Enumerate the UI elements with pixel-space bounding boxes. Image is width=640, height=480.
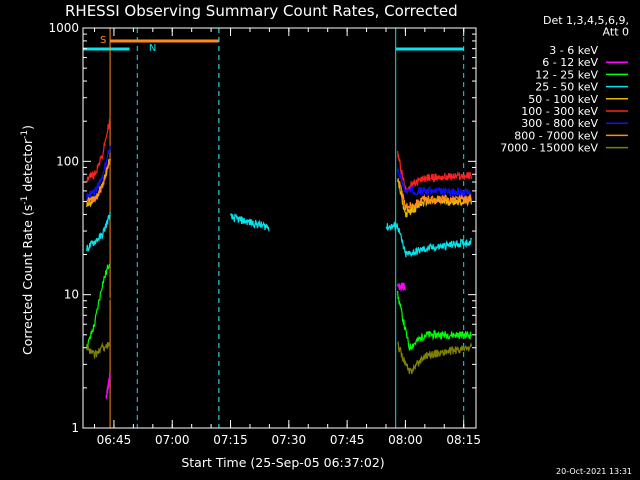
saa-flag-label: S bbox=[100, 35, 106, 46]
x-tick-label: 07:30 bbox=[272, 433, 307, 447]
series-line bbox=[86, 297, 111, 336]
plot-frame bbox=[82, 27, 477, 429]
series-line bbox=[397, 340, 473, 375]
legend-item-label: 25 - 50 keV bbox=[535, 81, 598, 94]
series-line bbox=[385, 220, 473, 258]
legend-item-label: 12 - 25 keV bbox=[535, 68, 598, 81]
x-tick-label: 07:45 bbox=[330, 433, 365, 447]
x-tick-label: 07:15 bbox=[213, 433, 248, 447]
x-tick-label: 08:00 bbox=[388, 433, 423, 447]
legend-header: Det 1,3,4,5,6,9,Att 0 bbox=[543, 14, 629, 39]
series-line bbox=[86, 341, 111, 359]
legend-item-label: 7000 - 15000 keV bbox=[500, 142, 598, 155]
series-line bbox=[105, 372, 111, 400]
plot-area: S N 1 10 100 1000 06:45 07:00 07:15 07:30 07:45 08:… bbox=[48, 21, 481, 447]
series-line bbox=[86, 159, 111, 204]
night-flag-label: N bbox=[149, 43, 156, 54]
legend-item-label: 800 - 7000 keV bbox=[514, 129, 598, 142]
series-line bbox=[397, 290, 473, 351]
series-line bbox=[397, 168, 473, 199]
series-line bbox=[397, 150, 473, 193]
legend-header-line: Det 1,3,4,5,6,9, bbox=[543, 14, 629, 27]
y-tick-label: 100 bbox=[56, 154, 79, 168]
x-tick-label: 08:15 bbox=[446, 433, 481, 447]
y-tick-label: 1000 bbox=[48, 21, 79, 35]
x-axis-label: Start Time (25-Sep-05 06:37:02) bbox=[181, 455, 384, 470]
legend-item-label: 100 - 300 keV bbox=[521, 105, 598, 118]
series-line bbox=[86, 211, 111, 252]
series-line bbox=[86, 263, 111, 351]
y-axis-label: Corrected Count Rate (s-1 detector-1) bbox=[20, 125, 35, 355]
legend-item-label: 50 - 100 keV bbox=[528, 93, 598, 106]
x-tick-label: 06:45 bbox=[97, 433, 132, 447]
series-line bbox=[229, 212, 270, 232]
series-line bbox=[397, 282, 406, 293]
footer-timestamp: 20-Oct-2021 13:31 bbox=[556, 467, 632, 476]
legend-item-label: 6 - 12 keV bbox=[542, 56, 598, 69]
legend-item-label: 3 - 6 keV bbox=[549, 44, 598, 57]
chart-title: RHESSI Observing Summary Count Rates, Co… bbox=[65, 2, 458, 20]
series-line bbox=[397, 177, 473, 211]
series-line bbox=[86, 117, 111, 183]
legend-item-label: 300 - 800 keV bbox=[521, 117, 598, 130]
legend-header-line: Att 0 bbox=[603, 26, 629, 39]
x-tick-label: 07:00 bbox=[155, 433, 190, 447]
y-tick-label: 1 bbox=[71, 421, 79, 435]
y-tick-label: 10 bbox=[64, 288, 79, 302]
